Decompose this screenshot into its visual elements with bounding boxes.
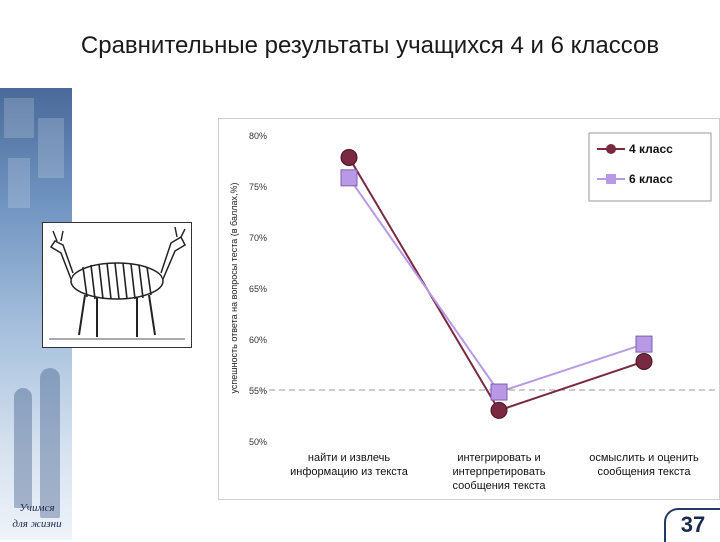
slogan-line-1: Учимся — [19, 502, 55, 514]
data-point-4-klass — [635, 352, 653, 370]
y-tick-label: 75% — [249, 182, 267, 192]
data-point-6-klass — [490, 383, 508, 401]
x-category-label: интерпретировать — [453, 466, 546, 478]
y-axis-label: успешность ответа на вопросы теста (в ба… — [229, 183, 239, 394]
chart-panel: 80% 75% 70% 65% 60% 55% 50% успешность ответа … — [218, 118, 720, 500]
page-title: Сравнительные результаты учащихся 4 и 6 … — [80, 32, 660, 59]
x-category-label: найти и извлечь — [308, 452, 390, 464]
data-point-4-klass — [340, 148, 358, 166]
slogan-caption: Учимся для жизни — [2, 500, 72, 532]
data-point-6-klass — [635, 335, 653, 353]
x-category-label: сообщения текста — [453, 480, 547, 492]
x-category-label: сообщения текста — [598, 466, 692, 478]
data-point-6-klass — [340, 169, 358, 187]
x-category-label: осмыслить и оценить — [589, 452, 699, 464]
line-chart: 80% 75% 70% 65% 60% 55% 50% успешность ответа … — [229, 131, 717, 492]
y-tick-label: 60% — [249, 335, 267, 345]
y-tick-label: 55% — [249, 386, 267, 396]
y-tick-label: 50% — [249, 437, 267, 447]
legend-marker-4-klass — [606, 144, 616, 154]
slogan-line-2: для жизни — [12, 518, 62, 530]
two-headed-zebra-image — [49, 226, 186, 340]
x-category-label: информацию из текста — [290, 466, 409, 478]
series-line-6-klass — [348, 177, 645, 394]
y-tick-label: 65% — [249, 284, 267, 294]
legend-label-6-klass: 6 класс — [629, 172, 673, 186]
page-number: 37 — [680, 512, 706, 537]
legend-marker-6-klass — [606, 174, 616, 184]
page-number-badge: 37 — [664, 508, 720, 542]
zebra-illustration — [42, 222, 192, 348]
x-category-label: интегрировать и — [457, 452, 540, 464]
y-tick-label: 80% — [249, 131, 267, 141]
data-point-4-klass — [490, 401, 508, 419]
y-tick-label: 70% — [249, 233, 267, 243]
legend-label-4-klass: 4 класс — [629, 142, 673, 156]
legend: 4 класс 6 класс — [588, 132, 712, 202]
